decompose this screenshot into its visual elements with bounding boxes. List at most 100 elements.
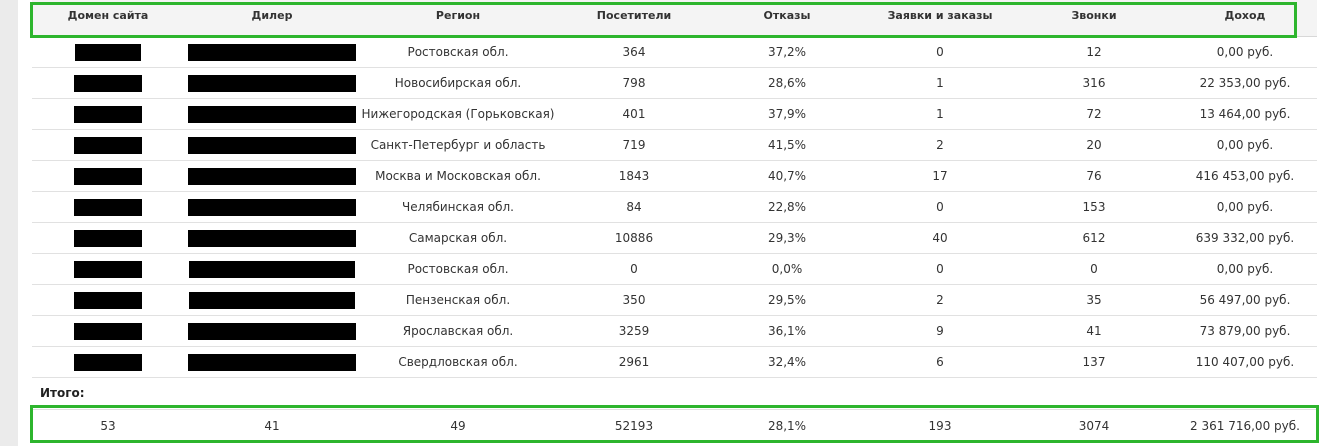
domain-cell [33,347,183,377]
redacted-domain [74,136,142,154]
orders-cell: 17 [932,169,948,183]
column-header-bounces[interactable]: Отказы [763,9,811,22]
column-header-domain[interactable]: Домен сайта [67,9,149,22]
calls-cell: 12 [1086,45,1102,59]
column-header-dealer[interactable]: Дилер [251,9,293,22]
visitors-cell: 10886 [614,231,654,245]
orders-cell: 1 [936,107,944,121]
report-page: Домен сайта Дилер Регион Посетители Отказы За… [18,0,1337,446]
table-row: Пензенская обл. 350 29,5% 2 35 56 497,00 руб. [32,285,1317,316]
income-cell: 13 464,00 руб. [1199,107,1291,121]
bounces-cell: 40,7% [767,169,807,183]
income-cell: 0,00 руб. [1216,200,1274,214]
dealer-cell [182,254,362,284]
table-header-row: Домен сайта Дилер Регион Посетители Отказы За… [32,0,1317,37]
bounces-cell: 29,3% [767,231,807,245]
total-region: 49 [450,418,466,433]
dealer-cell [182,130,362,160]
bounces-cell: 41,5% [767,138,807,152]
visitors-cell: 364 [622,45,646,59]
visitors-cell: 401 [622,107,646,121]
column-header-region[interactable]: Регион [435,9,481,22]
income-cell: 639 332,00 руб. [1195,231,1295,245]
domain-cell [33,37,183,67]
domain-cell [33,254,183,284]
bounces-cell: 22,8% [767,200,807,214]
domain-cell [33,223,183,253]
calls-cell: 35 [1086,293,1102,307]
visitors-cell: 0 [630,262,638,276]
total-income: 2 361 716,00 руб. [1190,418,1300,433]
redacted-dealer [188,74,356,92]
redacted-domain [74,291,142,309]
bounces-cell: 0,0% [771,262,803,276]
orders-cell: 1 [936,76,944,90]
totals-label: Итого: [40,386,85,400]
visitors-cell: 84 [626,200,642,214]
dealer-cell [182,68,362,98]
domain-cell [33,68,183,98]
domain-cell [33,316,183,346]
redacted-dealer [188,43,356,61]
column-header-calls[interactable]: Звонки [1071,9,1117,22]
calls-cell: 20 [1086,138,1102,152]
calls-cell: 76 [1086,169,1102,183]
income-cell: 73 879,00 руб. [1199,324,1291,338]
calls-cell: 72 [1086,107,1102,121]
income-cell: 22 353,00 руб. [1199,76,1291,90]
dealer-cell [182,161,362,191]
region-cell: Санкт-Петербург и область [370,138,546,152]
bounces-cell: 37,9% [767,107,807,121]
region-cell: Ярославская обл. [402,324,514,338]
total-bounces: 28,1% [767,418,807,433]
calls-cell: 153 [1082,200,1106,214]
dealer-cell [182,285,362,315]
calls-cell: 41 [1086,324,1102,338]
redacted-domain [74,353,142,371]
income-cell: 416 453,00 руб. [1195,169,1295,183]
dealer-cell [182,192,362,222]
visitors-cell: 2961 [618,355,650,369]
visitors-cell: 798 [622,76,646,90]
redacted-dealer [188,198,356,216]
visitors-cell: 350 [622,293,646,307]
region-cell: Новосибирская обл. [394,76,522,90]
totals-row: 53 41 49 52193 28,1% 193 3074 2 361 716,00 руб. [32,409,1317,441]
region-cell: Нижегородская (Горьковская) [361,107,555,121]
bounces-cell: 29,5% [767,293,807,307]
domain-cell [33,130,183,160]
domain-cell [33,99,183,129]
redacted-domain [74,105,142,123]
redacted-domain [74,74,142,92]
dealer-cell [182,223,362,253]
domain-cell [33,161,183,191]
table-row: Новосибирская обл. 798 28,6% 1 316 22 353,00 … [32,68,1317,99]
column-header-orders[interactable]: Заявки и заказы [887,9,993,22]
table-row: Ростовская обл. 364 37,2% 0 12 0,00 руб. [32,37,1317,68]
orders-cell: 9 [936,324,944,338]
dealer-cell [182,316,362,346]
visitors-cell: 1843 [618,169,650,183]
calls-cell: 612 [1082,231,1106,245]
region-cell: Свердловская обл. [398,355,518,369]
redacted-dealer [189,260,355,278]
table-row: Нижегородская (Горьковская) 401 37,9% 1 72 13… [32,99,1317,130]
visitors-cell: 719 [622,138,646,152]
redacted-domain [74,229,142,247]
domain-cell [33,285,183,315]
orders-cell: 2 [936,293,944,307]
redacted-domain [75,43,141,61]
column-header-income[interactable]: Доход [1224,9,1266,22]
visitors-cell: 3259 [618,324,650,338]
income-cell: 0,00 руб. [1216,138,1274,152]
region-cell: Челябинская обл. [401,200,514,214]
redacted-domain [74,260,142,278]
income-cell: 110 407,00 руб. [1195,355,1295,369]
calls-cell: 316 [1082,76,1106,90]
redacted-domain [74,198,142,216]
redacted-dealer [189,291,355,309]
column-header-visitors[interactable]: Посетители [596,9,672,22]
orders-cell: 0 [936,200,944,214]
redacted-domain [74,167,142,185]
orders-cell: 40 [932,231,948,245]
